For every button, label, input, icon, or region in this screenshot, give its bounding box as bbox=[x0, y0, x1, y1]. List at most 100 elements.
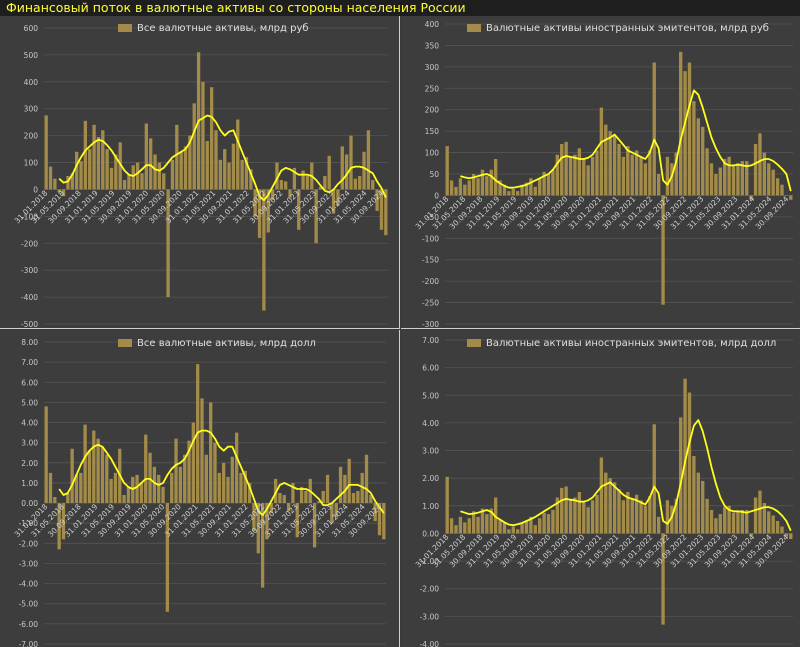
bar bbox=[670, 163, 674, 196]
bar bbox=[639, 156, 643, 196]
bar bbox=[282, 495, 286, 504]
bar bbox=[162, 173, 166, 190]
bar bbox=[166, 189, 170, 298]
y-tick-label: -5.00 bbox=[19, 600, 39, 609]
bar bbox=[321, 490, 325, 504]
bar bbox=[745, 509, 749, 534]
bar bbox=[140, 173, 144, 190]
bar bbox=[582, 501, 586, 534]
bar bbox=[87, 450, 92, 504]
bar bbox=[454, 525, 458, 534]
bar bbox=[48, 472, 53, 504]
bar bbox=[674, 152, 678, 196]
y-tick-label: 100 bbox=[24, 159, 39, 168]
bar bbox=[502, 522, 507, 534]
legend: Валютные активы иностранных эмитентов, м… bbox=[467, 23, 769, 34]
bar bbox=[257, 189, 262, 238]
y-tick-label: -4.00 bbox=[420, 640, 440, 647]
bar bbox=[507, 529, 511, 534]
bar bbox=[767, 511, 771, 534]
y-tick-label: 0 bbox=[434, 191, 439, 200]
y-tick-label: 250 bbox=[425, 84, 440, 93]
bar bbox=[269, 503, 273, 514]
bar bbox=[286, 503, 291, 512]
bar bbox=[560, 144, 564, 196]
bar bbox=[270, 189, 275, 201]
bar bbox=[476, 516, 480, 534]
bar bbox=[577, 148, 582, 196]
bar bbox=[284, 181, 288, 190]
bar bbox=[485, 176, 489, 196]
bar bbox=[449, 180, 454, 196]
bar bbox=[568, 498, 573, 534]
bar bbox=[149, 138, 153, 190]
bar bbox=[239, 472, 243, 504]
bar bbox=[678, 51, 683, 196]
bar bbox=[740, 509, 745, 534]
y-tick-label: -300 bbox=[21, 266, 38, 275]
bar bbox=[775, 178, 780, 196]
bar bbox=[538, 518, 542, 534]
y-tick-label: -100 bbox=[21, 212, 38, 221]
bar bbox=[366, 130, 371, 190]
bar bbox=[331, 189, 336, 214]
bar bbox=[731, 512, 736, 534]
bar bbox=[66, 176, 70, 190]
bar bbox=[253, 189, 257, 217]
y-tick-label: 100 bbox=[425, 149, 440, 158]
bar bbox=[709, 163, 714, 196]
bar bbox=[230, 456, 234, 504]
legend: Все валютные активы, млрд руб bbox=[118, 23, 309, 34]
bar bbox=[784, 533, 789, 537]
chart-foreign-issuers-rub: -300 -250 -200 -150 -100 -50 0 50 100 150 200 250 30… bbox=[414, 20, 793, 329]
bar bbox=[297, 189, 301, 230]
bar bbox=[745, 161, 749, 196]
bar bbox=[371, 180, 375, 190]
bar bbox=[652, 424, 656, 534]
y-tick-label: 4.00 bbox=[422, 419, 439, 428]
bar bbox=[749, 195, 753, 200]
bar bbox=[312, 503, 317, 548]
bar bbox=[516, 529, 520, 534]
bar bbox=[170, 472, 174, 504]
bar bbox=[165, 503, 170, 612]
bar bbox=[122, 495, 126, 504]
bar bbox=[661, 533, 665, 625]
y-tick-label: -50 bbox=[427, 213, 439, 222]
bar bbox=[595, 494, 599, 534]
bar bbox=[683, 378, 687, 534]
y-tick-label: 1.00 bbox=[422, 502, 439, 511]
bar bbox=[718, 167, 722, 196]
y-tick-label: -2.00 bbox=[19, 539, 39, 548]
bar bbox=[590, 156, 595, 196]
bar bbox=[573, 154, 577, 196]
bar bbox=[295, 503, 299, 538]
y-tick-label: 7.00 bbox=[21, 358, 38, 367]
legend-label: Все валютные активы, млрд долл bbox=[137, 338, 316, 349]
bar bbox=[612, 135, 617, 196]
bar bbox=[639, 500, 643, 534]
bar bbox=[101, 130, 105, 190]
bar bbox=[626, 146, 630, 196]
series-line bbox=[58, 429, 385, 517]
series-line bbox=[460, 89, 792, 192]
bar bbox=[53, 178, 57, 190]
bar bbox=[379, 189, 384, 230]
bar bbox=[305, 176, 310, 190]
bar bbox=[249, 169, 253, 190]
y-tick-label: -6.00 bbox=[19, 620, 39, 629]
bar bbox=[687, 392, 692, 534]
legend: Валютные активы иностранных эмитентов, м… bbox=[467, 338, 776, 349]
y-tick-label: 4.00 bbox=[21, 419, 38, 428]
bar bbox=[222, 462, 226, 504]
bar bbox=[546, 514, 551, 534]
bar bbox=[126, 486, 131, 504]
bar bbox=[279, 180, 283, 190]
bar bbox=[590, 500, 595, 534]
bar bbox=[740, 161, 745, 196]
bar bbox=[48, 166, 53, 190]
bar bbox=[256, 503, 260, 554]
bar bbox=[351, 493, 356, 504]
bar bbox=[57, 503, 61, 550]
bar bbox=[634, 494, 639, 534]
